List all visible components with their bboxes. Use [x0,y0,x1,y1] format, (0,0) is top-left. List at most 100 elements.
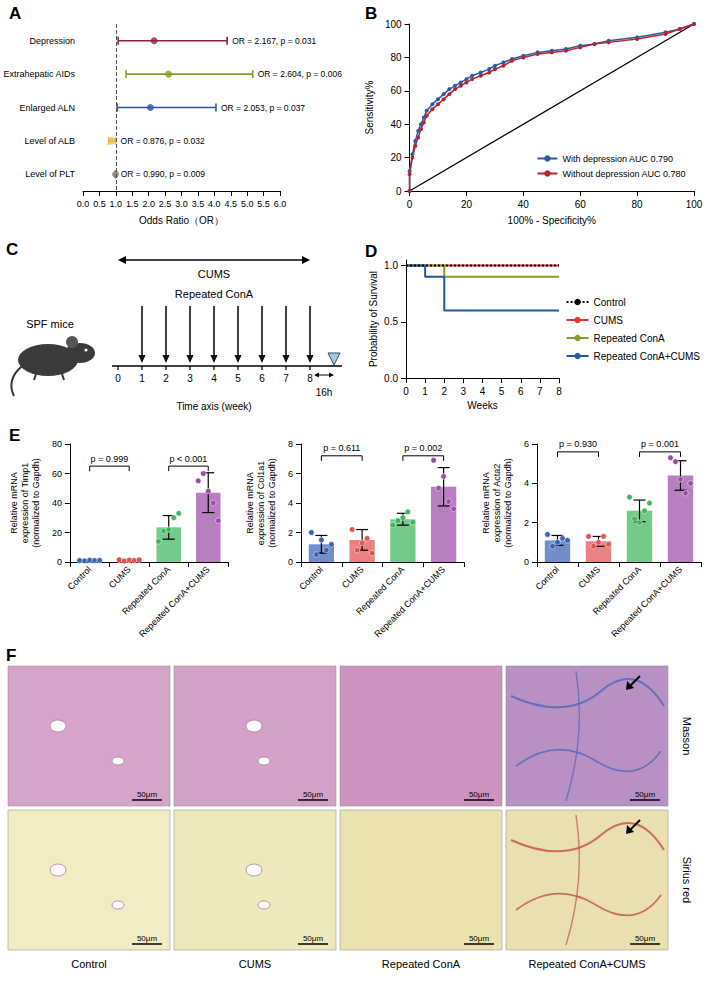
svg-text:6: 6 [524,439,529,449]
svg-text:CUMS: CUMS [340,564,366,590]
svg-text:100: 100 [385,19,402,30]
svg-text:5: 5 [499,386,505,397]
svg-text:20: 20 [52,528,62,538]
svg-text:80: 80 [632,199,644,210]
svg-text:60: 60 [390,85,402,96]
svg-text:6: 6 [288,469,293,479]
svg-text:3.0: 3.0 [175,199,188,209]
svg-text:40: 40 [518,199,530,210]
svg-text:Repeated ConA: Repeated ConA [594,333,665,344]
svg-text:1.0: 1.0 [110,199,123,209]
svg-text:2: 2 [524,518,529,528]
svg-text:2: 2 [288,528,293,538]
svg-text:4: 4 [524,478,529,488]
svg-text:50μm: 50μm [137,790,158,799]
svg-text:1: 1 [422,386,428,397]
svg-text:5.5: 5.5 [257,199,270,209]
svg-text:50μm: 50μm [469,790,490,799]
svg-text:Weeks: Weeks [467,400,497,411]
svg-text:4.5: 4.5 [224,199,237,209]
svg-text:F: F [6,646,16,665]
svg-text:p < 0.001: p < 0.001 [170,454,208,464]
svg-text:Masson: Masson [681,717,693,756]
svg-text:Relative mRNA: Relative mRNA [245,472,255,534]
svg-text:expression of Acta2: expression of Acta2 [492,464,502,543]
svg-text:A: A [9,4,21,23]
svg-text:OR = 2.167, p = 0.031: OR = 2.167, p = 0.031 [232,36,316,46]
svg-text:6: 6 [518,386,524,397]
svg-text:Control: Control [594,297,626,308]
svg-text:0: 0 [288,557,293,567]
svg-text:50μm: 50μm [469,934,490,943]
svg-text:Control: Control [66,564,94,592]
svg-text:4: 4 [288,498,293,508]
svg-text:CUMS: CUMS [576,564,602,590]
svg-text:3: 3 [461,386,467,397]
svg-text:0: 0 [396,186,402,197]
svg-text:Extrahepatic AIDs: Extrahepatic AIDs [3,69,75,79]
svg-text:50μm: 50μm [635,790,656,799]
svg-text:2.5: 2.5 [159,199,172,209]
svg-text:CUMS: CUMS [239,958,271,970]
svg-text:(normalized to Gapdh): (normalized to Gapdh) [267,458,277,548]
svg-text:20: 20 [461,199,473,210]
svg-text:Control: Control [71,958,106,970]
svg-text:Repeated ConA+CUMS: Repeated ConA+CUMS [137,564,212,639]
svg-text:B: B [365,4,377,23]
svg-text:80: 80 [52,439,62,449]
svg-text:8: 8 [288,439,293,449]
svg-text:6: 6 [259,373,265,384]
svg-text:Repeated ConA+CUMS: Repeated ConA+CUMS [609,564,684,639]
svg-text:40: 40 [52,498,62,508]
svg-text:50μm: 50μm [303,934,324,943]
svg-text:8: 8 [556,386,562,397]
svg-text:0.5: 0.5 [384,316,398,327]
svg-text:Relative mRNA: Relative mRNA [481,472,491,534]
svg-text:100: 100 [686,199,703,210]
svg-text:8: 8 [307,373,313,384]
svg-text:SPF mice: SPF mice [26,318,74,330]
svg-text:expression of Timp1: expression of Timp1 [20,463,30,544]
svg-text:4: 4 [480,386,486,397]
svg-text:OR = 2.604, p = 0.006: OR = 2.604, p = 0.006 [258,69,342,79]
svg-text:0: 0 [407,199,413,210]
svg-text:Level of PLT: Level of PLT [25,169,75,179]
svg-text:7: 7 [537,386,543,397]
svg-text:expression of Col1a1: expression of Col1a1 [256,461,266,546]
svg-text:0.0: 0.0 [77,199,90,209]
svg-text:Level of ALB: Level of ALB [24,136,75,146]
svg-text:CUMS: CUMS [107,564,133,590]
svg-text:0: 0 [524,557,529,567]
svg-text:Time axis (week): Time axis (week) [176,401,251,412]
svg-text:Repeated ConA: Repeated ConA [175,288,254,300]
svg-text:OR = 0.990, p = 0.009: OR = 0.990, p = 0.009 [121,169,205,179]
svg-text:5.0: 5.0 [241,199,254,209]
svg-text:50μm: 50μm [303,790,324,799]
svg-text:Sensitivity%: Sensitivity% [364,80,375,134]
svg-text:4: 4 [211,373,217,384]
svg-text:Depression: Depression [29,36,75,46]
svg-text:Enlarged ALN: Enlarged ALN [19,103,75,113]
svg-text:CUMS: CUMS [198,268,230,280]
svg-text:20: 20 [390,152,402,163]
svg-text:p = 0.930: p = 0.930 [559,439,597,449]
svg-text:(normalized to Gapdh): (normalized to Gapdh) [31,458,41,548]
svg-text:2: 2 [163,373,169,384]
svg-text:E: E [9,426,20,445]
svg-text:1: 1 [139,373,145,384]
svg-text:Repeated ConA: Repeated ConA [382,958,461,970]
svg-text:Without depression AUC 0.780: Without depression AUC 0.780 [562,169,685,179]
svg-text:Sirius red: Sirius red [681,857,693,903]
svg-text:With depression AUC 0.790: With depression AUC 0.790 [562,154,673,164]
svg-text:(normalized to Gapdh): (normalized to Gapdh) [503,458,513,548]
svg-text:Repeated ConA+CUMS: Repeated ConA+CUMS [594,351,701,362]
svg-text:Odds Ratio（OR）: Odds Ratio（OR） [139,215,224,226]
svg-text:p = 0.999: p = 0.999 [91,454,129,464]
svg-text:40: 40 [390,119,402,130]
svg-text:C: C [6,240,18,259]
svg-text:0.0: 0.0 [384,373,398,384]
svg-text:Repeated ConA+CUMS: Repeated ConA+CUMS [528,958,645,970]
svg-text:p = 0.001: p = 0.001 [641,439,679,449]
svg-text:p = 0.611: p = 0.611 [323,443,360,453]
svg-text:3.5: 3.5 [192,199,205,209]
